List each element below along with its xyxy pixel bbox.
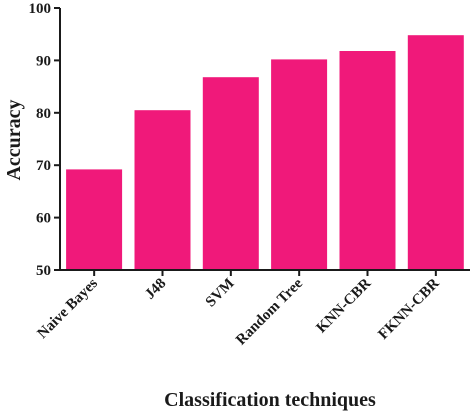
x-tick-label: Random Tree bbox=[233, 275, 306, 348]
y-tick-label: 60 bbox=[36, 211, 51, 227]
y-axis-title: Accuracy bbox=[3, 99, 25, 180]
x-tick-label: FKNN-CBR bbox=[375, 275, 442, 342]
y-tick-label: 100 bbox=[29, 1, 52, 17]
x-tick-label: SVM bbox=[203, 276, 238, 311]
bar-knn-cbr bbox=[339, 51, 396, 270]
bar-group bbox=[66, 35, 464, 271]
bar-j48 bbox=[134, 110, 191, 270]
x-tick-label: KNN-CBR bbox=[314, 275, 375, 336]
bar-fknn-cbr bbox=[407, 35, 464, 271]
y-axis: 50 60 70 80 90 100 bbox=[29, 1, 61, 279]
y-tick-label: 90 bbox=[36, 53, 51, 69]
bar-svm bbox=[202, 77, 259, 270]
x-tick-label: Naive Bayes bbox=[35, 275, 102, 342]
y-tick-label: 80 bbox=[36, 106, 51, 122]
x-tick-label: J48 bbox=[142, 276, 169, 303]
y-tick-label: 70 bbox=[36, 158, 51, 174]
x-axis-title: Classification techniques bbox=[164, 389, 376, 411]
y-tick-label: 50 bbox=[36, 263, 51, 279]
bar-naive-bayes bbox=[66, 169, 123, 270]
bar-random-tree bbox=[271, 59, 328, 271]
